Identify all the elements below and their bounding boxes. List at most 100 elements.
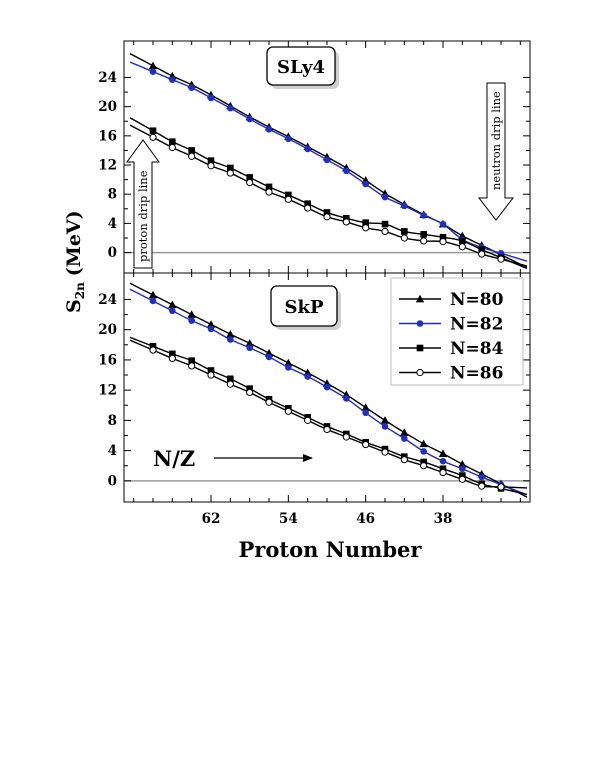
point-n80 [361, 403, 370, 411]
point-n80 [206, 320, 216, 328]
y-axis-title-main: S [63, 299, 85, 313]
point-n82 [343, 395, 350, 402]
point-n84 [207, 367, 215, 374]
point-n86 [265, 188, 273, 196]
point-n82 [439, 220, 447, 228]
legend-marker-n82 [416, 320, 424, 327]
point-n80 [245, 339, 254, 347]
point-n82 [304, 373, 311, 380]
y-tick-label: 0 [108, 473, 117, 489]
point-n82 [246, 115, 253, 123]
point-n86 [168, 354, 176, 363]
legend-marker-n84 [416, 344, 424, 352]
x-tick-label: 38 [434, 511, 453, 527]
nz-label: N/Z [153, 446, 195, 471]
y-tick-label: 20 [98, 99, 117, 115]
point-n84 [401, 228, 408, 235]
point-n84 [420, 231, 427, 238]
point-n82 [188, 317, 195, 324]
series-line-n86 [129, 124, 528, 267]
y-tick-label: 8 [108, 413, 117, 429]
point-n82 [149, 68, 157, 75]
point-n86 [188, 362, 196, 370]
point-n86 [246, 178, 254, 187]
y-tick-label: 12 [98, 383, 117, 399]
top-panel-axis-ticks: 0 4 8 12 16 20 24 [98, 41, 530, 273]
point-n84 [227, 164, 234, 172]
point-n84 [246, 385, 253, 392]
point-n82 [207, 325, 215, 333]
point-n84 [478, 246, 485, 253]
point-n86 [381, 227, 389, 236]
point-n86 [188, 152, 196, 160]
y-axis-title-subscript: 2n [73, 282, 87, 299]
legend-label-n82: N=82 [450, 315, 503, 335]
point-n84 [149, 127, 157, 135]
point-n86 [284, 195, 292, 203]
sly4-label: SLy4 [277, 57, 325, 78]
point-n86 [439, 238, 447, 246]
legend-marker-n86 [416, 368, 424, 377]
neutron-drip-line-text: neutron drip line [489, 91, 503, 190]
point-n86 [497, 255, 505, 263]
y-tick-label: 16 [98, 128, 117, 144]
point-n84 [207, 157, 215, 164]
point-n80 [400, 428, 409, 436]
point-n84 [265, 183, 273, 191]
point-n86 [304, 416, 312, 424]
point-n86 [246, 388, 254, 397]
point-n84 [381, 220, 389, 228]
point-n80 [458, 460, 467, 468]
point-n82 [381, 423, 389, 430]
point-n86 [323, 425, 331, 434]
point-n80 [148, 61, 158, 70]
point-n84 [323, 209, 331, 216]
legend-marker-n80 [415, 294, 425, 303]
point-n84 [439, 233, 447, 241]
point-n80 [438, 449, 448, 457]
point-n82 [381, 193, 389, 201]
point-n82 [401, 435, 408, 442]
series-line-n84 [129, 117, 528, 270]
point-n84 [169, 350, 176, 358]
point-n86 [226, 169, 234, 177]
point-n82 [323, 383, 331, 391]
proton-drip-line-text: proton drip line [136, 170, 150, 262]
point-n86 [497, 483, 505, 491]
point-n82 [227, 104, 234, 112]
point-n86 [478, 250, 486, 258]
point-n86 [323, 213, 331, 221]
point-n82 [169, 307, 176, 315]
point-n86 [207, 162, 215, 170]
point-n86 [362, 440, 370, 449]
point-n86 [400, 234, 408, 242]
point-n82 [149, 297, 157, 305]
point-n86 [478, 482, 486, 490]
point-n84 [343, 214, 350, 222]
point-n82 [227, 336, 234, 343]
point-n82 [265, 125, 273, 133]
bottom-panel-axis-ticks: 0 4 8 12 16 20 24 62 54 46 38 [98, 273, 530, 527]
point-n84 [149, 343, 157, 350]
point-n84 [188, 147, 195, 154]
point-n86 [304, 204, 312, 212]
x-tick-label: 54 [279, 511, 298, 527]
legend-box [390, 277, 524, 386]
point-n84 [459, 237, 466, 245]
point-n84 [169, 138, 176, 145]
y-tick-label: 4 [108, 443, 117, 459]
point-n82 [420, 212, 427, 219]
point-n82 [188, 84, 195, 91]
y-tick-label: 8 [108, 187, 117, 203]
y-tick-label: 24 [98, 292, 117, 308]
nz-annotation: N/Z [153, 446, 313, 471]
point-n84 [227, 375, 234, 383]
legend-label-n80: N=80 [450, 290, 504, 310]
y-axis-title-unit: (MeV) [63, 210, 85, 276]
point-n84 [362, 219, 369, 226]
point-n80 [148, 290, 158, 299]
point-n86 [226, 380, 234, 388]
point-n86 [284, 407, 292, 415]
point-n82 [265, 353, 273, 361]
